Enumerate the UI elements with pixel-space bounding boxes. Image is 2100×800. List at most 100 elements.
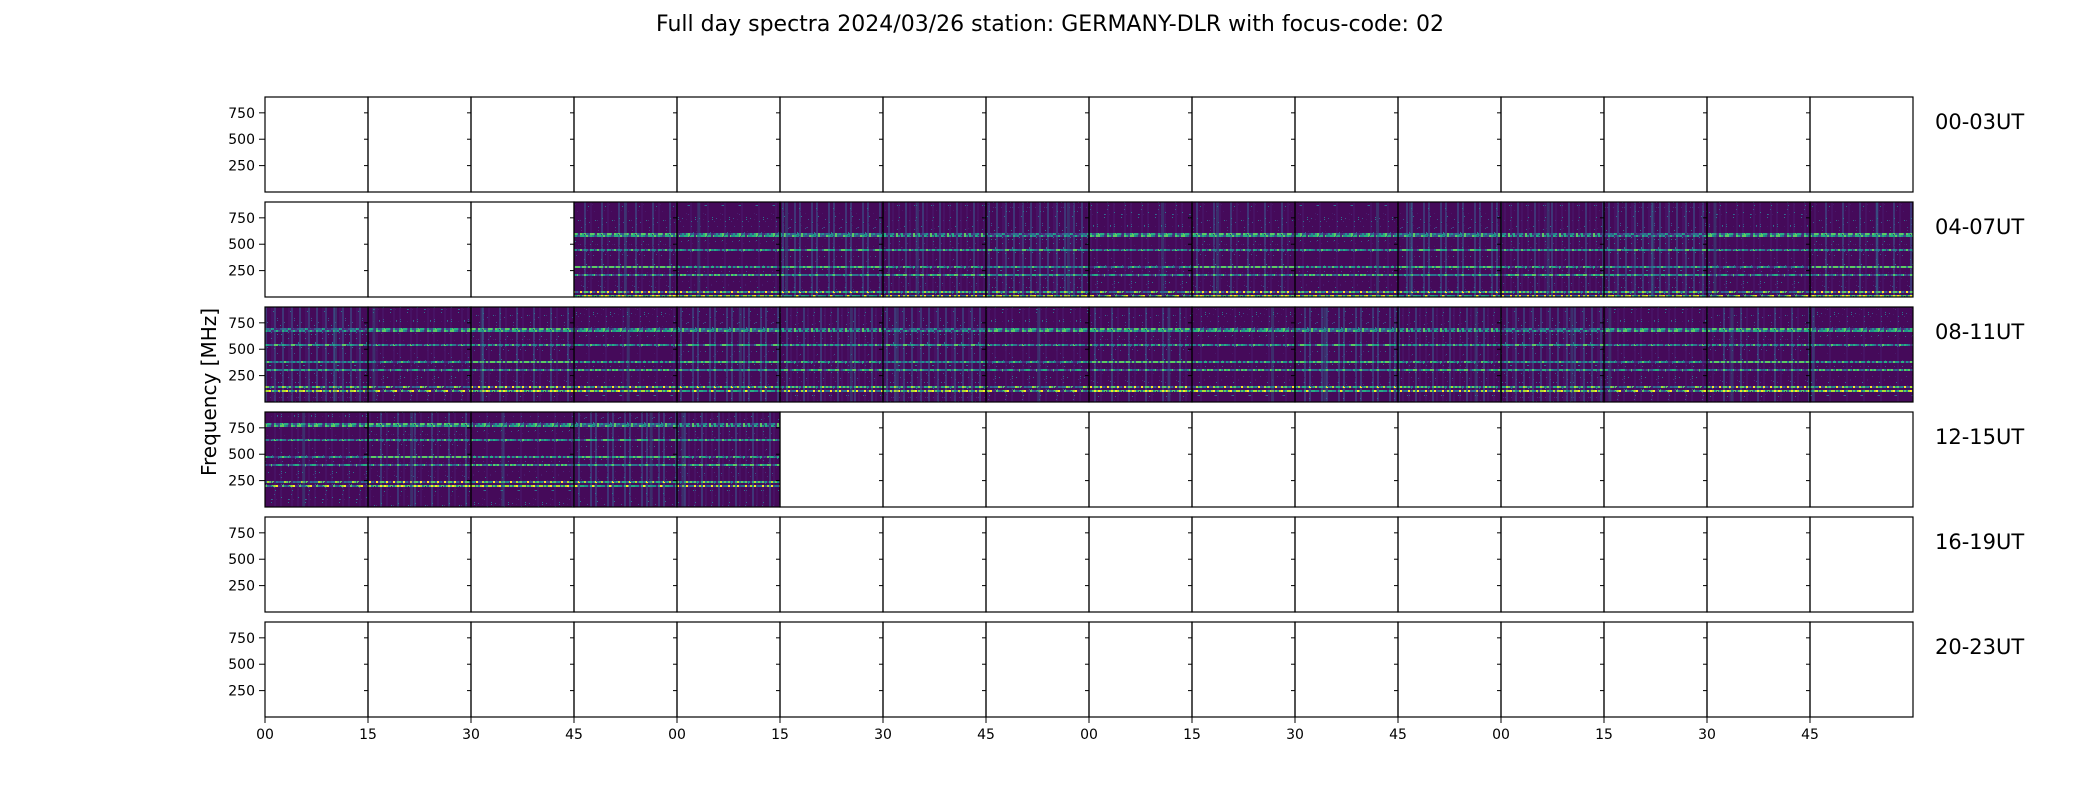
panel-frame [470, 201, 575, 298]
panel-frame [985, 411, 1090, 508]
spectrum-panel [265, 412, 368, 507]
panel-frame [1294, 96, 1399, 193]
y-tick-label: 500 [228, 447, 255, 463]
burst-streak [785, 202, 789, 297]
panel-frame [779, 621, 884, 718]
panel-frame [1088, 411, 1193, 508]
burst-streak [1570, 307, 1574, 402]
burst-streak [649, 412, 653, 507]
panel-frame [1294, 411, 1399, 508]
panel-frame [264, 96, 369, 193]
burst-streak [1409, 202, 1413, 297]
panel-frame [1397, 96, 1502, 193]
burst-streak [1875, 202, 1879, 297]
spectrum-panel [1501, 202, 1604, 297]
y-tick-label: 250 [228, 369, 255, 385]
burst-streak [1608, 307, 1612, 402]
burst-streak [849, 307, 853, 402]
spectra-row: 250 500 750 08-11UT [228, 306, 2024, 403]
spectrum-panel [1398, 307, 1501, 402]
panel-frame [779, 411, 884, 508]
spectrum-panel [1089, 307, 1192, 402]
panel-frame [1500, 96, 1605, 193]
spectra-row: 250 500 750 00-03UT [228, 96, 2024, 193]
x-tick-label: 30 [874, 727, 892, 743]
panel-frame [1603, 411, 1708, 508]
panel-frame [1809, 411, 1914, 508]
y-tick-label: 500 [228, 657, 255, 673]
burst-streak [1811, 307, 1815, 402]
panel-frame [1088, 621, 1193, 718]
panel-frame [985, 96, 1090, 193]
panel-frame [367, 621, 472, 718]
panel-frame [1809, 201, 1914, 298]
burst-streak [1215, 202, 1219, 297]
burst-streak [1376, 202, 1380, 297]
panel-frame [676, 621, 781, 718]
y-tick-label: 750 [228, 631, 255, 647]
panel-frame [882, 96, 987, 193]
burst-streak [738, 307, 742, 402]
panel-frame [367, 201, 472, 298]
panel-frame [470, 96, 575, 193]
spectrum-panel [986, 307, 1089, 402]
burst-streak [1271, 307, 1275, 402]
spectrum-panel [1707, 307, 1810, 402]
burst-streak [895, 307, 899, 402]
x-tick-label: 00 [668, 727, 686, 743]
spectrum-panel [1604, 202, 1707, 297]
panel-frame [1294, 516, 1399, 613]
panel-frame [1191, 516, 1296, 613]
spectrum-panel [1810, 307, 1913, 402]
spectrum-panel [1192, 307, 1295, 402]
panel-frame [1809, 306, 1914, 403]
panel-frame [882, 411, 987, 508]
panel-frame [1294, 621, 1399, 718]
row-label: 16-19UT [1935, 530, 2024, 554]
panel-frame [573, 96, 678, 193]
burst-streak [372, 307, 376, 402]
panel-frame [882, 516, 987, 613]
spectra-row: 250 500 750 04-07UT [228, 201, 2024, 298]
burst-streak [480, 307, 484, 402]
panel-frame [676, 516, 781, 613]
burst-streak [1730, 307, 1734, 402]
panel-frame [882, 621, 987, 718]
row-label: 12-15UT [1935, 425, 2024, 449]
panel-frame [1191, 621, 1296, 718]
x-tick-label: 00 [1080, 727, 1098, 743]
y-tick-label: 750 [228, 421, 255, 437]
y-tick-label: 750 [228, 211, 255, 227]
panel-frame [1706, 96, 1811, 193]
burst-streak [302, 412, 306, 507]
panel-frame [1397, 621, 1502, 718]
y-tick-label: 250 [228, 159, 255, 175]
spectrum-panel [471, 412, 574, 507]
panel-frame [264, 621, 369, 718]
burst-streak [626, 307, 630, 402]
y-tick-label: 750 [228, 316, 255, 332]
row-label: 20-23UT [1935, 635, 2024, 659]
panel-frame [1706, 621, 1811, 718]
panel-frame [1191, 411, 1296, 508]
row-label: 04-07UT [1935, 215, 2024, 239]
burst-streak [410, 412, 414, 507]
panel-frame [573, 516, 678, 613]
x-tick-label: 15 [359, 727, 377, 743]
spectrum-panel [1501, 307, 1604, 402]
panel-frame [985, 516, 1090, 613]
panel-frame [1088, 96, 1193, 193]
y-tick-label: 250 [228, 474, 255, 490]
chart-title: Full day spectra 2024/03/26 station: GER… [656, 12, 1444, 37]
panel-frame [1500, 621, 1605, 718]
burst-streak [501, 412, 505, 507]
x-tick-label: 45 [977, 727, 995, 743]
spectrum-panel [677, 307, 780, 402]
panel-frame [1603, 621, 1708, 718]
panel-frame [1397, 516, 1502, 613]
panel-frame [1809, 96, 1914, 193]
panel-frame [367, 516, 472, 613]
x-tick-label: 30 [1698, 727, 1716, 743]
y-tick-label: 250 [228, 684, 255, 700]
